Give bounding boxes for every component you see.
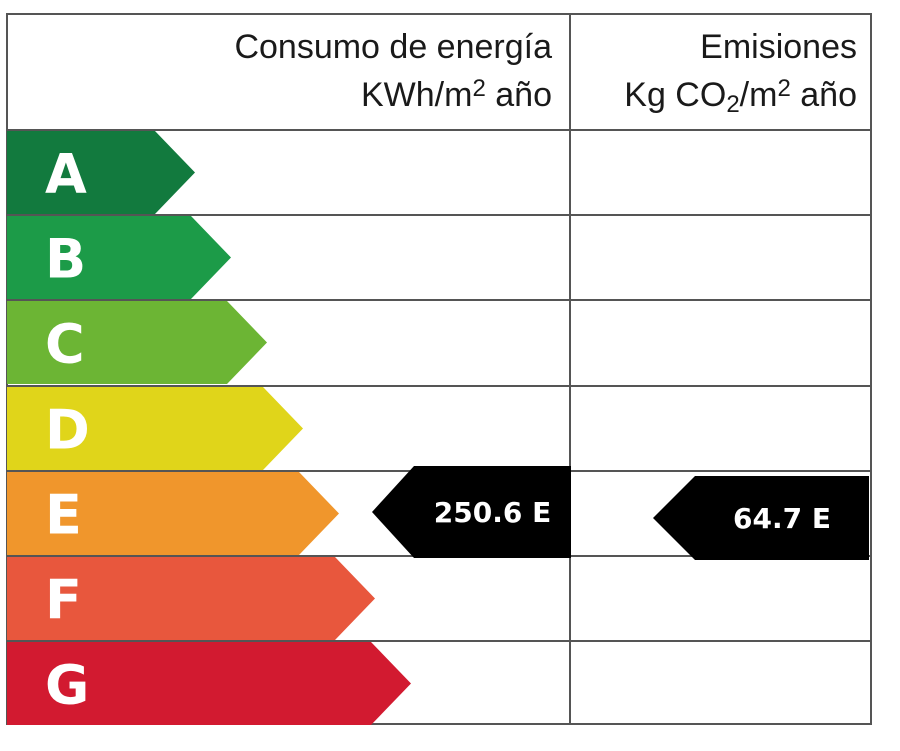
energy-class-letter: E bbox=[45, 484, 82, 547]
energy-class-d-arrow: D bbox=[7, 387, 303, 470]
energy-class-arrow-shape bbox=[7, 131, 195, 214]
energy-class-arrow-shape bbox=[7, 557, 375, 640]
rating-arrow-shape bbox=[653, 476, 869, 560]
emissions-header-unit: Kg CO2/m2 año bbox=[575, 68, 857, 126]
row-divider bbox=[6, 385, 872, 387]
energy-class-e-arrow: E bbox=[7, 472, 339, 555]
rating-arrow-shape bbox=[372, 466, 571, 558]
emissions-column-header: Emisiones Kg CO2/m2 año bbox=[575, 26, 857, 126]
emissions-header-title: Emisiones bbox=[700, 28, 857, 66]
emissions-unit-suffix: año bbox=[790, 76, 857, 114]
energy-class-letter: D bbox=[45, 399, 90, 462]
row-divider bbox=[6, 640, 872, 642]
energy-class-letter: C bbox=[45, 313, 85, 376]
rating-value-text: 64.7 E bbox=[733, 502, 831, 535]
energy-class-arrow-shape bbox=[7, 642, 411, 725]
energy-class-arrow-shape bbox=[7, 216, 231, 299]
energy-class-letter: A bbox=[45, 143, 87, 206]
energy-class-arrow-shape bbox=[7, 301, 267, 384]
energy-class-letter: G bbox=[45, 654, 89, 717]
energy-unit-prefix: KWh/m bbox=[361, 76, 473, 114]
energy-class-f-arrow: F bbox=[7, 557, 375, 640]
column-divider bbox=[569, 13, 571, 725]
energy-class-a-arrow: A bbox=[7, 131, 195, 214]
energy-header-unit: KWh/m2 año bbox=[100, 68, 552, 116]
row-divider bbox=[6, 214, 872, 216]
emissions-unit-mid: /m bbox=[739, 76, 778, 114]
rating-value-text: 250.6 E bbox=[434, 496, 551, 529]
energy-class-letter: B bbox=[45, 228, 86, 291]
energy-class-g-arrow: G bbox=[7, 642, 411, 725]
energy-class-arrow-shape bbox=[7, 387, 303, 470]
energy-class-letter: F bbox=[45, 569, 82, 632]
emissions-unit-subscript: 2 bbox=[726, 91, 740, 118]
emissions-rating-indicator: 64.7 E bbox=[653, 476, 869, 560]
energy-class-c-arrow: C bbox=[7, 301, 267, 384]
row-divider bbox=[6, 299, 872, 301]
emissions-unit-prefix: Kg CO bbox=[624, 76, 727, 114]
energy-class-b-arrow: B bbox=[7, 216, 231, 299]
energy-column-header: Consumo de energía KWh/m2 año bbox=[100, 26, 552, 116]
emissions-unit-exponent: 2 bbox=[777, 75, 791, 102]
energy-rating-indicator: 250.6 E bbox=[372, 466, 571, 558]
energy-unit-exponent: 2 bbox=[472, 75, 486, 102]
energy-header-title: Consumo de energía bbox=[234, 28, 552, 66]
energy-unit-suffix: año bbox=[485, 76, 552, 114]
header-divider bbox=[6, 129, 872, 131]
energy-class-arrow-shape bbox=[7, 472, 339, 555]
